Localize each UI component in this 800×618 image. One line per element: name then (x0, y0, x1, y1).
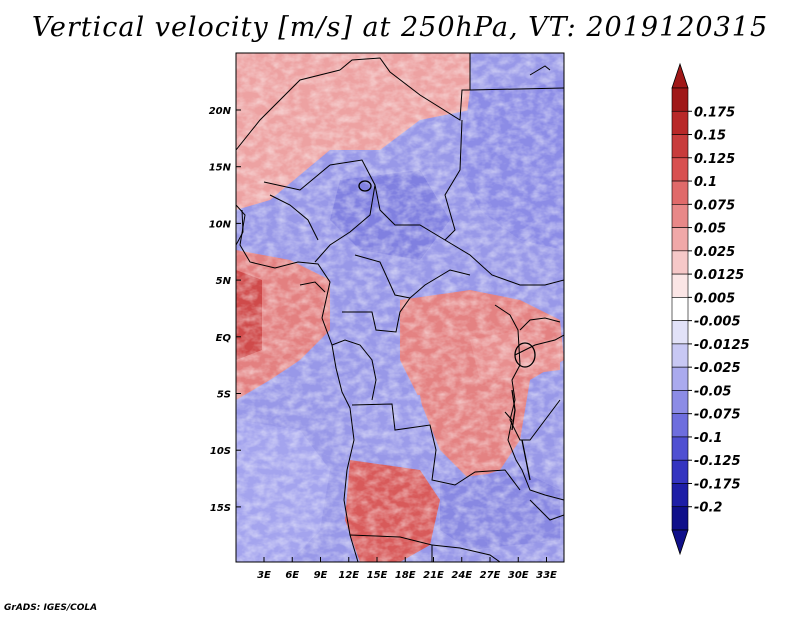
colorbar-swatch (671, 390, 689, 414)
lon-tick-label: 33E (536, 570, 557, 581)
colorbar-swatch (671, 227, 689, 252)
colorbar-swatch (671, 506, 689, 531)
colorbar-swatch (671, 250, 689, 275)
grads-credit: GrADS: IGES/COLA (4, 603, 98, 613)
colorbar-under-arrow (671, 529, 689, 556)
colorbar-label: -0.2 (694, 501, 722, 516)
colorbar-label: 0.0125 (694, 268, 744, 283)
latitude-ticks: 20N 15N 10N 5N EQ 5S 10S 15S (209, 106, 241, 514)
colorbar-swatch (671, 273, 689, 298)
colorbar-swatch (671, 343, 689, 368)
lon-tick-label: 30E (508, 570, 529, 581)
lon-tick-label: 24E (451, 570, 472, 581)
colorbar-label: 0.025 (694, 245, 735, 260)
vertical-velocity-field (236, 53, 564, 562)
colorbar-swatch (671, 436, 689, 461)
colorbar-label: -0.025 (694, 361, 741, 376)
colorbar-label: -0.005 (694, 315, 741, 330)
colorbar-swatch (671, 320, 689, 345)
colorbar-label: -0.075 (694, 408, 741, 423)
colorbar-swatch (671, 366, 689, 391)
country-boundaries (236, 53, 564, 562)
colorbar: 0.175 0.15 0.125 0.1 0.075 0.05 0.025 0.0125 0.0… (671, 62, 750, 556)
lat-tick-label: 5N (216, 276, 232, 287)
lakes (358, 180, 536, 481)
map-frame (235, 52, 565, 563)
lat-tick-label: 5S (217, 390, 231, 401)
colorbar-label: -0.0125 (694, 338, 750, 353)
colorbar-swatch (671, 204, 689, 228)
lon-tick-label: 12E (338, 570, 359, 581)
lat-tick-label: 10S (210, 446, 231, 457)
lat-tick-label: 10N (209, 219, 232, 230)
colorbar-label: 0.05 (694, 222, 726, 237)
longitude-ticks: 3E 6E 9E 12E 15E 18E 21E 24E 27E 30E 33E (257, 557, 557, 581)
colorbar-swatch (671, 134, 689, 159)
colorbar-swatch (671, 459, 689, 484)
colorbar-swatch (671, 87, 689, 112)
colorbar-label: -0.175 (694, 477, 741, 492)
colorbar-swatch (671, 180, 689, 205)
lon-tick-label: 21E (423, 570, 444, 581)
colorbar-swatch (671, 413, 689, 438)
lat-tick-label: 20N (209, 106, 232, 117)
colorbar-label: -0.125 (694, 454, 741, 469)
colorbar-label: 0.1 (694, 175, 717, 190)
colorbar-swatch (671, 483, 689, 508)
lon-tick-label: 27E (480, 570, 501, 581)
colorbar-label: -0.05 (694, 384, 731, 399)
lon-tick-label: 6E (285, 570, 299, 581)
lon-tick-label: 18E (395, 570, 416, 581)
lon-tick-label: 3E (257, 570, 271, 581)
colorbar-swatch (671, 157, 689, 182)
colorbar-label: 0.15 (694, 129, 726, 144)
lat-tick-label: EQ (216, 333, 232, 344)
colorbar-label: 0.125 (694, 152, 735, 167)
lat-tick-label: 15N (209, 163, 232, 174)
colorbar-over-arrow (671, 62, 689, 89)
lat-tick-label: 15S (210, 503, 231, 514)
map-title: Vertical velocity [m/s] at 250hPa, VT: 2… (31, 12, 769, 43)
colorbar-label: 0.075 (694, 198, 735, 213)
lon-tick-label: 9E (314, 570, 328, 581)
colorbar-swatch (671, 297, 689, 321)
colorbar-swatch (671, 110, 689, 135)
colorbar-label: 0.005 (694, 291, 735, 306)
lon-tick-label: 15E (367, 570, 388, 581)
colorbar-label: -0.1 (694, 431, 722, 446)
colorbar-label: 0.175 (694, 105, 735, 120)
